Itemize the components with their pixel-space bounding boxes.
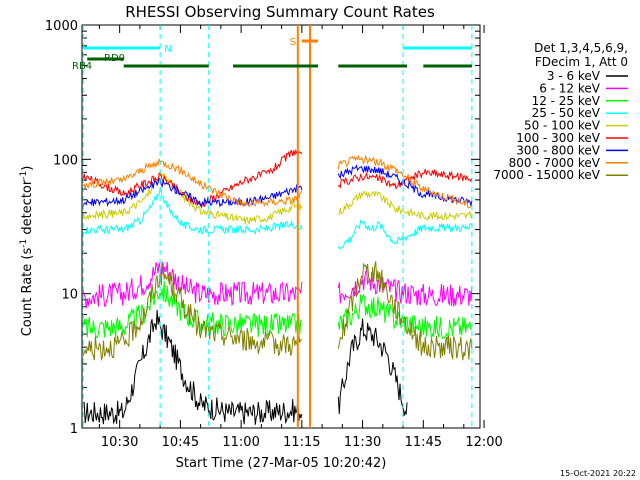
legend-header-line2: FDecim 1, Att 0 bbox=[535, 55, 628, 69]
legend-header-line1: Det 1,3,4,5,6,9, bbox=[534, 41, 628, 55]
y-axis-label-mid: detector bbox=[20, 179, 35, 239]
x-tick-label: 10:30 bbox=[101, 435, 138, 450]
series-line-6 bbox=[82, 148, 473, 209]
saa-flag-label: S bbox=[290, 37, 296, 48]
chart-title: RHESSI Observing Summary Count Rates bbox=[125, 3, 435, 21]
legend-label-9: 7000 - 15000 keV bbox=[493, 168, 600, 182]
series-line-9 bbox=[82, 261, 473, 362]
series-line-8 bbox=[82, 154, 473, 209]
y-axis-label-end: ) bbox=[20, 166, 35, 171]
x-tick-label: 11:00 bbox=[222, 435, 259, 450]
series-line-4 bbox=[83, 186, 473, 250]
y-axis-label-exp1: -1 bbox=[19, 239, 29, 248]
legend-label-2: 6 - 12 keV bbox=[539, 81, 601, 95]
footer-timestamp: 15-Oct-2021 20:22 bbox=[560, 469, 636, 478]
y-tick-label: 10 bbox=[61, 288, 78, 303]
y-axis-label-main: Count Rate (s bbox=[20, 248, 35, 337]
x-tick-label: 11:45 bbox=[405, 435, 442, 450]
series-line-1 bbox=[82, 309, 408, 425]
x-tick-label: 10:45 bbox=[162, 435, 199, 450]
y-axis-label-exp2: -1 bbox=[19, 171, 29, 180]
night-flag-label: N bbox=[164, 44, 171, 55]
x-tick-label: 12:00 bbox=[465, 435, 502, 450]
series-line-5 bbox=[82, 171, 473, 225]
rd0-flag-label: RD0 bbox=[104, 53, 125, 64]
plot-frame bbox=[81, 24, 481, 429]
rb4-flag-label: RB4 bbox=[72, 61, 92, 72]
y-axis-label: Count Rate (s-1 detector-1) bbox=[19, 166, 35, 337]
legend-label-7: 300 - 800 keV bbox=[516, 143, 600, 157]
y-tick-label: 100 bbox=[53, 153, 78, 168]
legend-label-3: 12 - 25 keV bbox=[532, 94, 601, 108]
legend-label-8: 800 - 7000 keV bbox=[509, 156, 601, 170]
series-line-2 bbox=[82, 261, 473, 309]
y-tick-label: 1 bbox=[70, 422, 78, 437]
legend-label-6: 100 - 300 keV bbox=[516, 131, 600, 145]
legend-label-4: 25 - 50 keV bbox=[532, 106, 601, 120]
legend-label-1: 3 - 6 keV bbox=[547, 69, 601, 83]
x-tick-label: 11:30 bbox=[344, 435, 381, 450]
x-tick-label: 11:15 bbox=[283, 435, 320, 450]
plot-area: 1 10 100 1000 10:30 10:45 11:00 11:15 11:30 11:45… bbox=[45, 19, 503, 450]
x-axis-label: Start Time (27-Mar-05 10:20:42) bbox=[176, 456, 387, 471]
y-tick-label: 1000 bbox=[45, 19, 78, 34]
legend-label-5: 50 - 100 keV bbox=[524, 119, 601, 133]
